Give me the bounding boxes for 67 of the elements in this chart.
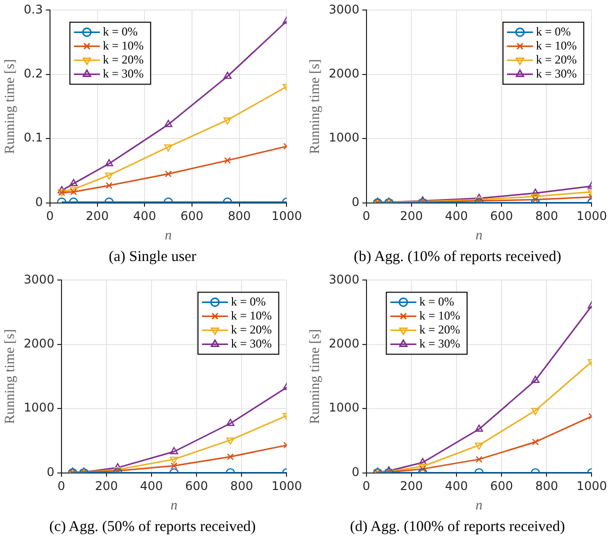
legend-label: k = 0%: [536, 24, 571, 38]
x-tick-label: 600: [490, 479, 514, 494]
legend-label: k = 30%: [230, 336, 272, 350]
y-tick-label: 0: [352, 464, 360, 479]
text: (a) Single user: [108, 248, 198, 267]
x-axis-title: n: [476, 498, 483, 514]
x-tick-label: 400: [445, 209, 468, 224]
x-tick-label: 800: [535, 209, 558, 224]
y-axis-title: Running time [s]: [3, 329, 18, 424]
y-tick-label: 0: [35, 194, 43, 209]
x-tick-label: 1000: [576, 209, 608, 224]
x-tick-label: 200: [94, 479, 118, 494]
legend-label: k = 20%: [419, 322, 460, 336]
x-tick-label: 0: [362, 209, 370, 224]
y-tick-label: 1000: [328, 130, 360, 145]
x-axis-title: n: [170, 498, 178, 514]
y-tick-label: 1000: [24, 400, 54, 415]
x-tick-label: 800: [230, 479, 254, 494]
y-tick-label: 0: [352, 194, 360, 209]
x-tick-label: 200: [400, 479, 423, 494]
legend-label: k = 30%: [102, 66, 144, 80]
legend-label: k = 30%: [536, 66, 577, 80]
y-axis-title: Running time [s]: [308, 329, 324, 424]
x-tick-label: 400: [140, 479, 163, 494]
x-tick-label: 200: [86, 209, 109, 224]
legend-label: k = 0%: [230, 294, 266, 308]
x-tick-label: 0: [58, 479, 66, 494]
text: (c) Agg. (50% of reports received): [48, 518, 257, 537]
y-tick-label: 1000: [328, 400, 360, 415]
y-tick-label: 0.3: [24, 2, 43, 16]
x-tick-label: 400: [133, 209, 156, 224]
x-tick-label: 800: [535, 479, 558, 494]
y-tick-label: 0.1: [24, 130, 43, 145]
x-tick-label: 1000: [271, 479, 302, 494]
x-tick-label: 600: [180, 209, 204, 224]
x-axis-title: n: [164, 228, 172, 244]
y-tick-label: 0.2: [24, 66, 43, 81]
legend-label: k = 10%: [230, 308, 272, 322]
x-tick-label: 800: [228, 209, 251, 224]
y-axis-title: Running time [s]: [3, 59, 18, 154]
y-tick-label: 0: [46, 464, 54, 479]
y-tick-label: 2000: [328, 66, 360, 81]
legend-label: k = 10%: [419, 308, 460, 322]
legend-label: k = 30%: [419, 336, 460, 350]
y-tick-label: 3000: [24, 272, 54, 286]
y-axis-title: Running time [s]: [308, 59, 324, 154]
legend-label: k = 0%: [419, 294, 454, 308]
y-tick-label: 2000: [24, 336, 54, 351]
y-tick-label: 3000: [328, 2, 360, 16]
legend-label: k = 0%: [102, 24, 138, 38]
x-tick-label: 0: [362, 479, 370, 494]
x-tick-label: 200: [400, 209, 423, 224]
text: (b) Agg. (10% of reports received): [352, 248, 562, 267]
legend-label: k = 20%: [102, 52, 144, 66]
x-tick-label: 400: [445, 479, 468, 494]
text: (d) Agg. (100% of reports received): [349, 518, 566, 537]
x-tick-label: 600: [185, 479, 208, 494]
x-axis-title: n: [476, 228, 483, 244]
legend-label: k = 10%: [102, 38, 144, 52]
y-tick-label: 2000: [328, 336, 360, 351]
x-tick-label: 600: [490, 209, 514, 224]
legend-label: k = 20%: [536, 52, 577, 66]
legend-label: k = 10%: [536, 38, 577, 52]
legend-label: k = 20%: [230, 322, 272, 336]
x-tick-label: 1000: [271, 209, 302, 224]
y-tick-label: 3000: [328, 272, 360, 286]
x-tick-label: 1000: [576, 479, 608, 494]
